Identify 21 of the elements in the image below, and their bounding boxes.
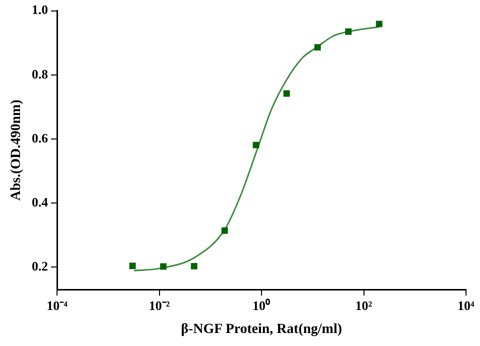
- y-tick-label: 0.6: [32, 130, 49, 146]
- y-tick-label: 0.2: [32, 258, 48, 274]
- x-axis-title: β-NGF Protein, Rat(ng/ml): [181, 322, 342, 338]
- point: [283, 90, 290, 97]
- x-tick-label: 10⁻²: [148, 298, 170, 313]
- point: [252, 142, 260, 148]
- x-tick-label: 10²: [355, 298, 372, 313]
- y-tick-label: 0.8: [32, 66, 49, 82]
- y-axis-title: Abs.(OD.490nm): [9, 99, 24, 201]
- x-tick-label: 10⁴: [458, 298, 475, 313]
- point: [190, 262, 198, 270]
- y-tick-label: 1.0: [32, 2, 48, 18]
- point: [129, 262, 136, 270]
- point: [221, 227, 228, 234]
- point: [345, 28, 352, 35]
- y-tick-label: 0.4: [32, 194, 49, 210]
- x-tick-label: 10⁰: [252, 298, 271, 313]
- point: [376, 20, 382, 28]
- point: [314, 44, 321, 51]
- x-tick-label: 10⁻⁴: [46, 298, 68, 313]
- point: [160, 263, 167, 270]
